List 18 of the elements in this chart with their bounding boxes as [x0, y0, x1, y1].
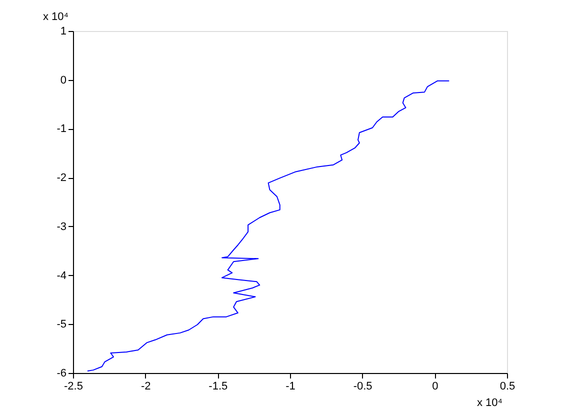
- text: x 10⁴: [477, 397, 503, 409]
- x-tick-label: -1: [286, 380, 296, 392]
- x-tick-label: -0.5: [353, 380, 372, 392]
- y-tick-label: -4: [56, 270, 66, 282]
- y-tick-label: -6: [56, 368, 66, 380]
- y-tick-label: 1: [60, 26, 66, 38]
- x-tick-label: 0.5: [500, 380, 516, 392]
- text: x 10⁴: [43, 11, 69, 23]
- y-tick-label: -2: [56, 172, 66, 184]
- x-tick-label: -2: [140, 380, 151, 392]
- x-tick-label: 0: [432, 380, 438, 392]
- x-tick-label: -1.5: [208, 380, 228, 392]
- y-tick-label: 0: [60, 74, 66, 86]
- y-tick-label: -5: [56, 318, 66, 331]
- line-series: [86, 80, 450, 372]
- y-tick-label: -3: [56, 220, 66, 233]
- x-tick-label: -2.5: [64, 380, 83, 392]
- y-tick-label: -1: [56, 123, 66, 136]
